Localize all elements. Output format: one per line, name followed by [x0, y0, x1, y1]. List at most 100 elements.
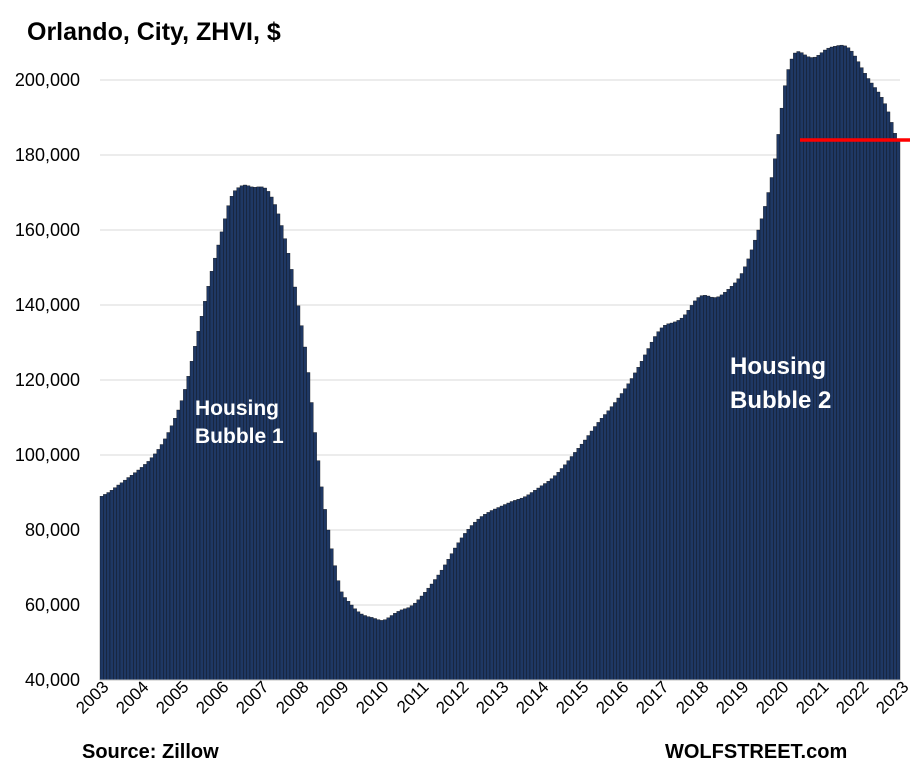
x-tick-label: 2004 [112, 677, 152, 717]
x-tick-label: 2023 [872, 677, 912, 717]
bar [163, 438, 167, 681]
bar [866, 78, 871, 681]
bar [499, 505, 504, 681]
y-axis: 40,000 60,000 80,000 100,000 120,000 140,000 1… [15, 70, 80, 690]
bar [636, 367, 641, 681]
bar [603, 414, 607, 681]
bar [663, 325, 667, 681]
bar [479, 516, 484, 681]
bar [219, 231, 224, 681]
x-axis: 2003 2004 2005 2006 2007 2008 2009 2010 2011 2012… [72, 677, 912, 717]
bar [416, 599, 421, 681]
bar [719, 294, 724, 681]
bar [653, 336, 657, 681]
bar [559, 468, 564, 681]
bar [293, 286, 297, 681]
bar [203, 301, 207, 681]
bar [419, 595, 424, 681]
bar [306, 372, 311, 681]
bar [579, 443, 584, 681]
bar [506, 502, 511, 681]
bar [619, 393, 624, 681]
y-tick-label: 100,000 [15, 445, 80, 465]
bar [369, 617, 374, 681]
bar [216, 244, 221, 681]
bar [469, 525, 474, 681]
bar [199, 316, 204, 681]
bar [459, 537, 464, 681]
bar [343, 597, 347, 681]
bar [756, 229, 761, 681]
bar [326, 529, 331, 681]
bar [519, 497, 524, 681]
bar [486, 512, 491, 681]
bar [773, 158, 777, 681]
source-note: Source: Zillow [82, 741, 219, 763]
bar [289, 269, 294, 681]
bar [489, 510, 494, 681]
bar [679, 317, 684, 681]
bar [553, 475, 557, 681]
bar [883, 103, 887, 681]
bar [333, 565, 337, 681]
x-tick-label: 2020 [752, 677, 792, 717]
bar [826, 47, 831, 681]
bar [853, 55, 857, 681]
bar [589, 430, 594, 681]
bar [116, 484, 121, 681]
bar [639, 361, 644, 681]
annotations: Housing Bubble 1 Housing Bubble 2 [195, 353, 831, 448]
bar [846, 47, 851, 681]
bar [873, 87, 877, 681]
bar [299, 325, 304, 681]
bar [446, 559, 451, 681]
bar [433, 579, 437, 681]
bar [336, 580, 341, 681]
bar [156, 449, 161, 681]
bar [436, 574, 441, 681]
x-tick-label: 2010 [352, 677, 392, 717]
bar [349, 604, 354, 681]
y-tick-label: 200,000 [15, 70, 80, 90]
bar [109, 490, 114, 681]
bar [566, 460, 571, 681]
x-tick-label: 2008 [272, 677, 312, 717]
bar [729, 286, 734, 681]
bar [533, 490, 537, 681]
bar [179, 400, 184, 681]
bar [766, 192, 771, 681]
bar [753, 239, 757, 681]
bar [496, 507, 501, 681]
bar [686, 310, 691, 681]
bar [723, 292, 727, 681]
bar [383, 619, 387, 681]
bar [676, 320, 681, 681]
bar [593, 426, 597, 681]
bar [516, 499, 521, 681]
bar [659, 327, 664, 681]
bar [829, 46, 834, 681]
bar [373, 618, 377, 681]
bar [743, 266, 747, 681]
bar [319, 486, 324, 681]
bar [103, 494, 107, 681]
bar [423, 592, 427, 681]
bar [633, 372, 637, 681]
x-tick-label: 2018 [672, 677, 712, 717]
bar [573, 452, 577, 681]
bar [856, 61, 861, 681]
bar [576, 448, 581, 681]
bar [329, 548, 334, 681]
bar [146, 461, 151, 681]
bar [673, 321, 677, 681]
bar [169, 425, 174, 681]
y-tick-label: 40,000 [25, 670, 80, 690]
bar [606, 410, 611, 681]
bar [879, 97, 884, 681]
bar [709, 296, 714, 681]
bar [643, 354, 647, 681]
bar [406, 607, 411, 681]
x-tick-label: 2014 [512, 677, 552, 717]
bar [543, 483, 547, 681]
bar [366, 616, 371, 681]
